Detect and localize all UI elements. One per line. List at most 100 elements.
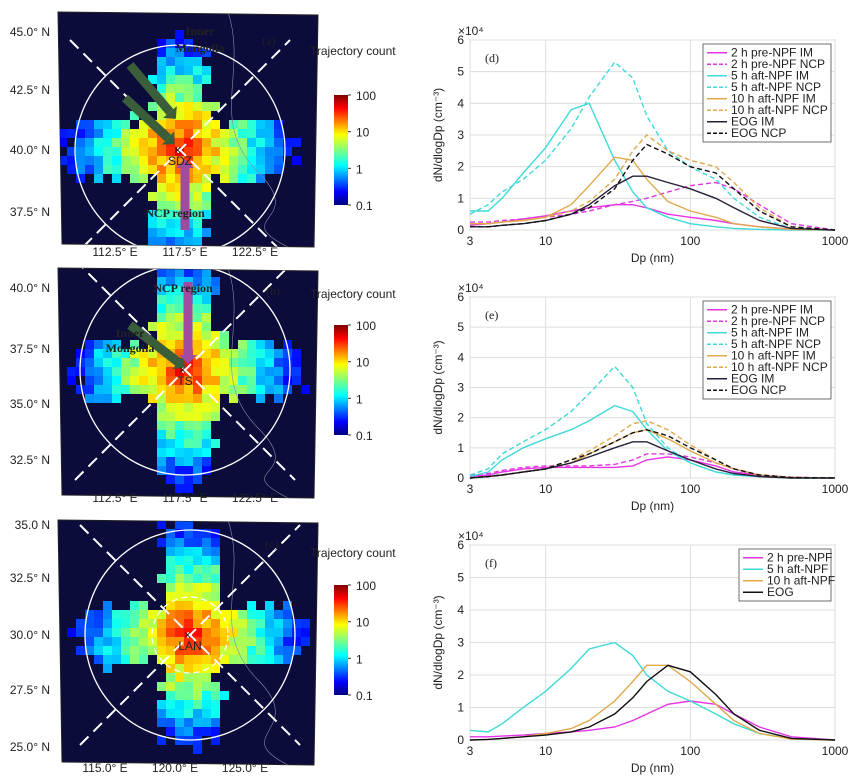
density-cell (148, 367, 157, 376)
density-cell (184, 111, 193, 120)
density-cell (157, 394, 166, 403)
density-cell (274, 655, 283, 664)
density-cell (175, 646, 184, 655)
legend-label: EOG IM (731, 114, 774, 128)
colorbar-tick-label: 1 (356, 392, 363, 406)
density-cell (175, 277, 184, 286)
density-cell (175, 610, 184, 619)
density-cell (211, 358, 220, 367)
density-cell (256, 628, 265, 637)
density-cell (265, 610, 274, 619)
density-cell (193, 192, 202, 201)
density-cell (139, 619, 148, 628)
density-cell (211, 156, 220, 165)
density-cell (193, 183, 202, 192)
density-cell (211, 565, 220, 574)
density-cell (184, 237, 193, 246)
legend-box (702, 43, 832, 143)
range-circle (79, 268, 291, 476)
density-cell (193, 75, 202, 84)
density-cell (256, 165, 265, 174)
density-cell (184, 129, 193, 138)
density-cell (76, 120, 85, 129)
density-cell (175, 66, 184, 75)
density-cell (211, 592, 220, 601)
density-cell (175, 430, 184, 439)
x-tick-label: 3 (467, 234, 474, 248)
density-cell (175, 340, 184, 349)
density-cell (130, 165, 139, 174)
series-line (470, 181, 836, 231)
density-cell (193, 174, 202, 183)
density-cell (211, 718, 220, 727)
x-tick-label: 100 (680, 482, 700, 496)
density-cell (283, 147, 292, 156)
density-cell (292, 646, 301, 655)
density-cell (184, 376, 193, 385)
line-chart: 3 10 100 1000 0 1 2 3 4 5 6×10⁴ Dp (nm) dN/dlogDp (c… (431, 24, 849, 265)
density-cell (139, 610, 148, 619)
density-cell (265, 637, 274, 646)
density-cell (202, 718, 211, 727)
density-cell (166, 367, 175, 376)
density-cell (157, 421, 166, 430)
density-cell (166, 313, 175, 322)
density-cell (76, 138, 85, 147)
density-cell (67, 156, 76, 165)
legend-label: 2 h pre-NPF IM (731, 302, 813, 316)
density-cell (184, 120, 193, 129)
inner-circle (151, 596, 229, 674)
density-cell (121, 619, 130, 628)
density-cell (85, 610, 94, 619)
legend-label: 10 h aft-NPF NCP (731, 103, 828, 117)
density-cell (157, 66, 166, 75)
density-cell (166, 286, 175, 295)
density-cell (184, 439, 193, 448)
density-cell (175, 138, 184, 147)
region-label: NCP region (145, 206, 205, 220)
density-cell (76, 619, 85, 628)
panel-annotation: (d) (485, 51, 499, 65)
series-line (469, 428, 836, 479)
density-cell (229, 174, 238, 183)
density-cell (103, 120, 112, 129)
density-cell (175, 129, 184, 138)
density-cell (157, 286, 166, 295)
region-label: Mongolia (106, 341, 155, 355)
density-cell (175, 574, 184, 583)
y-tick-label: 6 (457, 33, 464, 47)
density-cell (193, 529, 202, 538)
density-cell (301, 628, 310, 637)
density-cell (265, 385, 274, 394)
density-cell (139, 147, 148, 156)
density-cell (166, 682, 175, 691)
density-cell (121, 120, 130, 129)
density-cell (274, 156, 283, 165)
density-cell (85, 619, 94, 628)
density-cell (166, 619, 175, 628)
density-cell (211, 412, 220, 421)
density-cell (184, 228, 193, 237)
density-cell (148, 619, 157, 628)
x-axis-label: Dp (nm) (631, 499, 674, 513)
density-cell (184, 39, 193, 48)
density-cell (148, 358, 157, 367)
density-cell (157, 39, 166, 48)
density-cell (193, 556, 202, 565)
density-cell (283, 619, 292, 628)
range-circle (74, 44, 286, 247)
density-cell (166, 412, 175, 421)
density-cell (130, 358, 139, 367)
density-cell (103, 147, 112, 156)
density-cell (184, 93, 193, 102)
density-cell (166, 237, 175, 246)
density-cell (301, 619, 310, 628)
density-cell (247, 349, 256, 358)
y-tick-label: 4 (457, 96, 464, 110)
density-cell (121, 349, 130, 358)
density-cell (85, 138, 94, 147)
y-axis-label: dN/dlogDp (cm⁻³) (431, 340, 445, 434)
legend-label: 5 h aft-NPF IM (731, 325, 809, 339)
density-cell (193, 682, 202, 691)
density-cell (220, 691, 229, 700)
